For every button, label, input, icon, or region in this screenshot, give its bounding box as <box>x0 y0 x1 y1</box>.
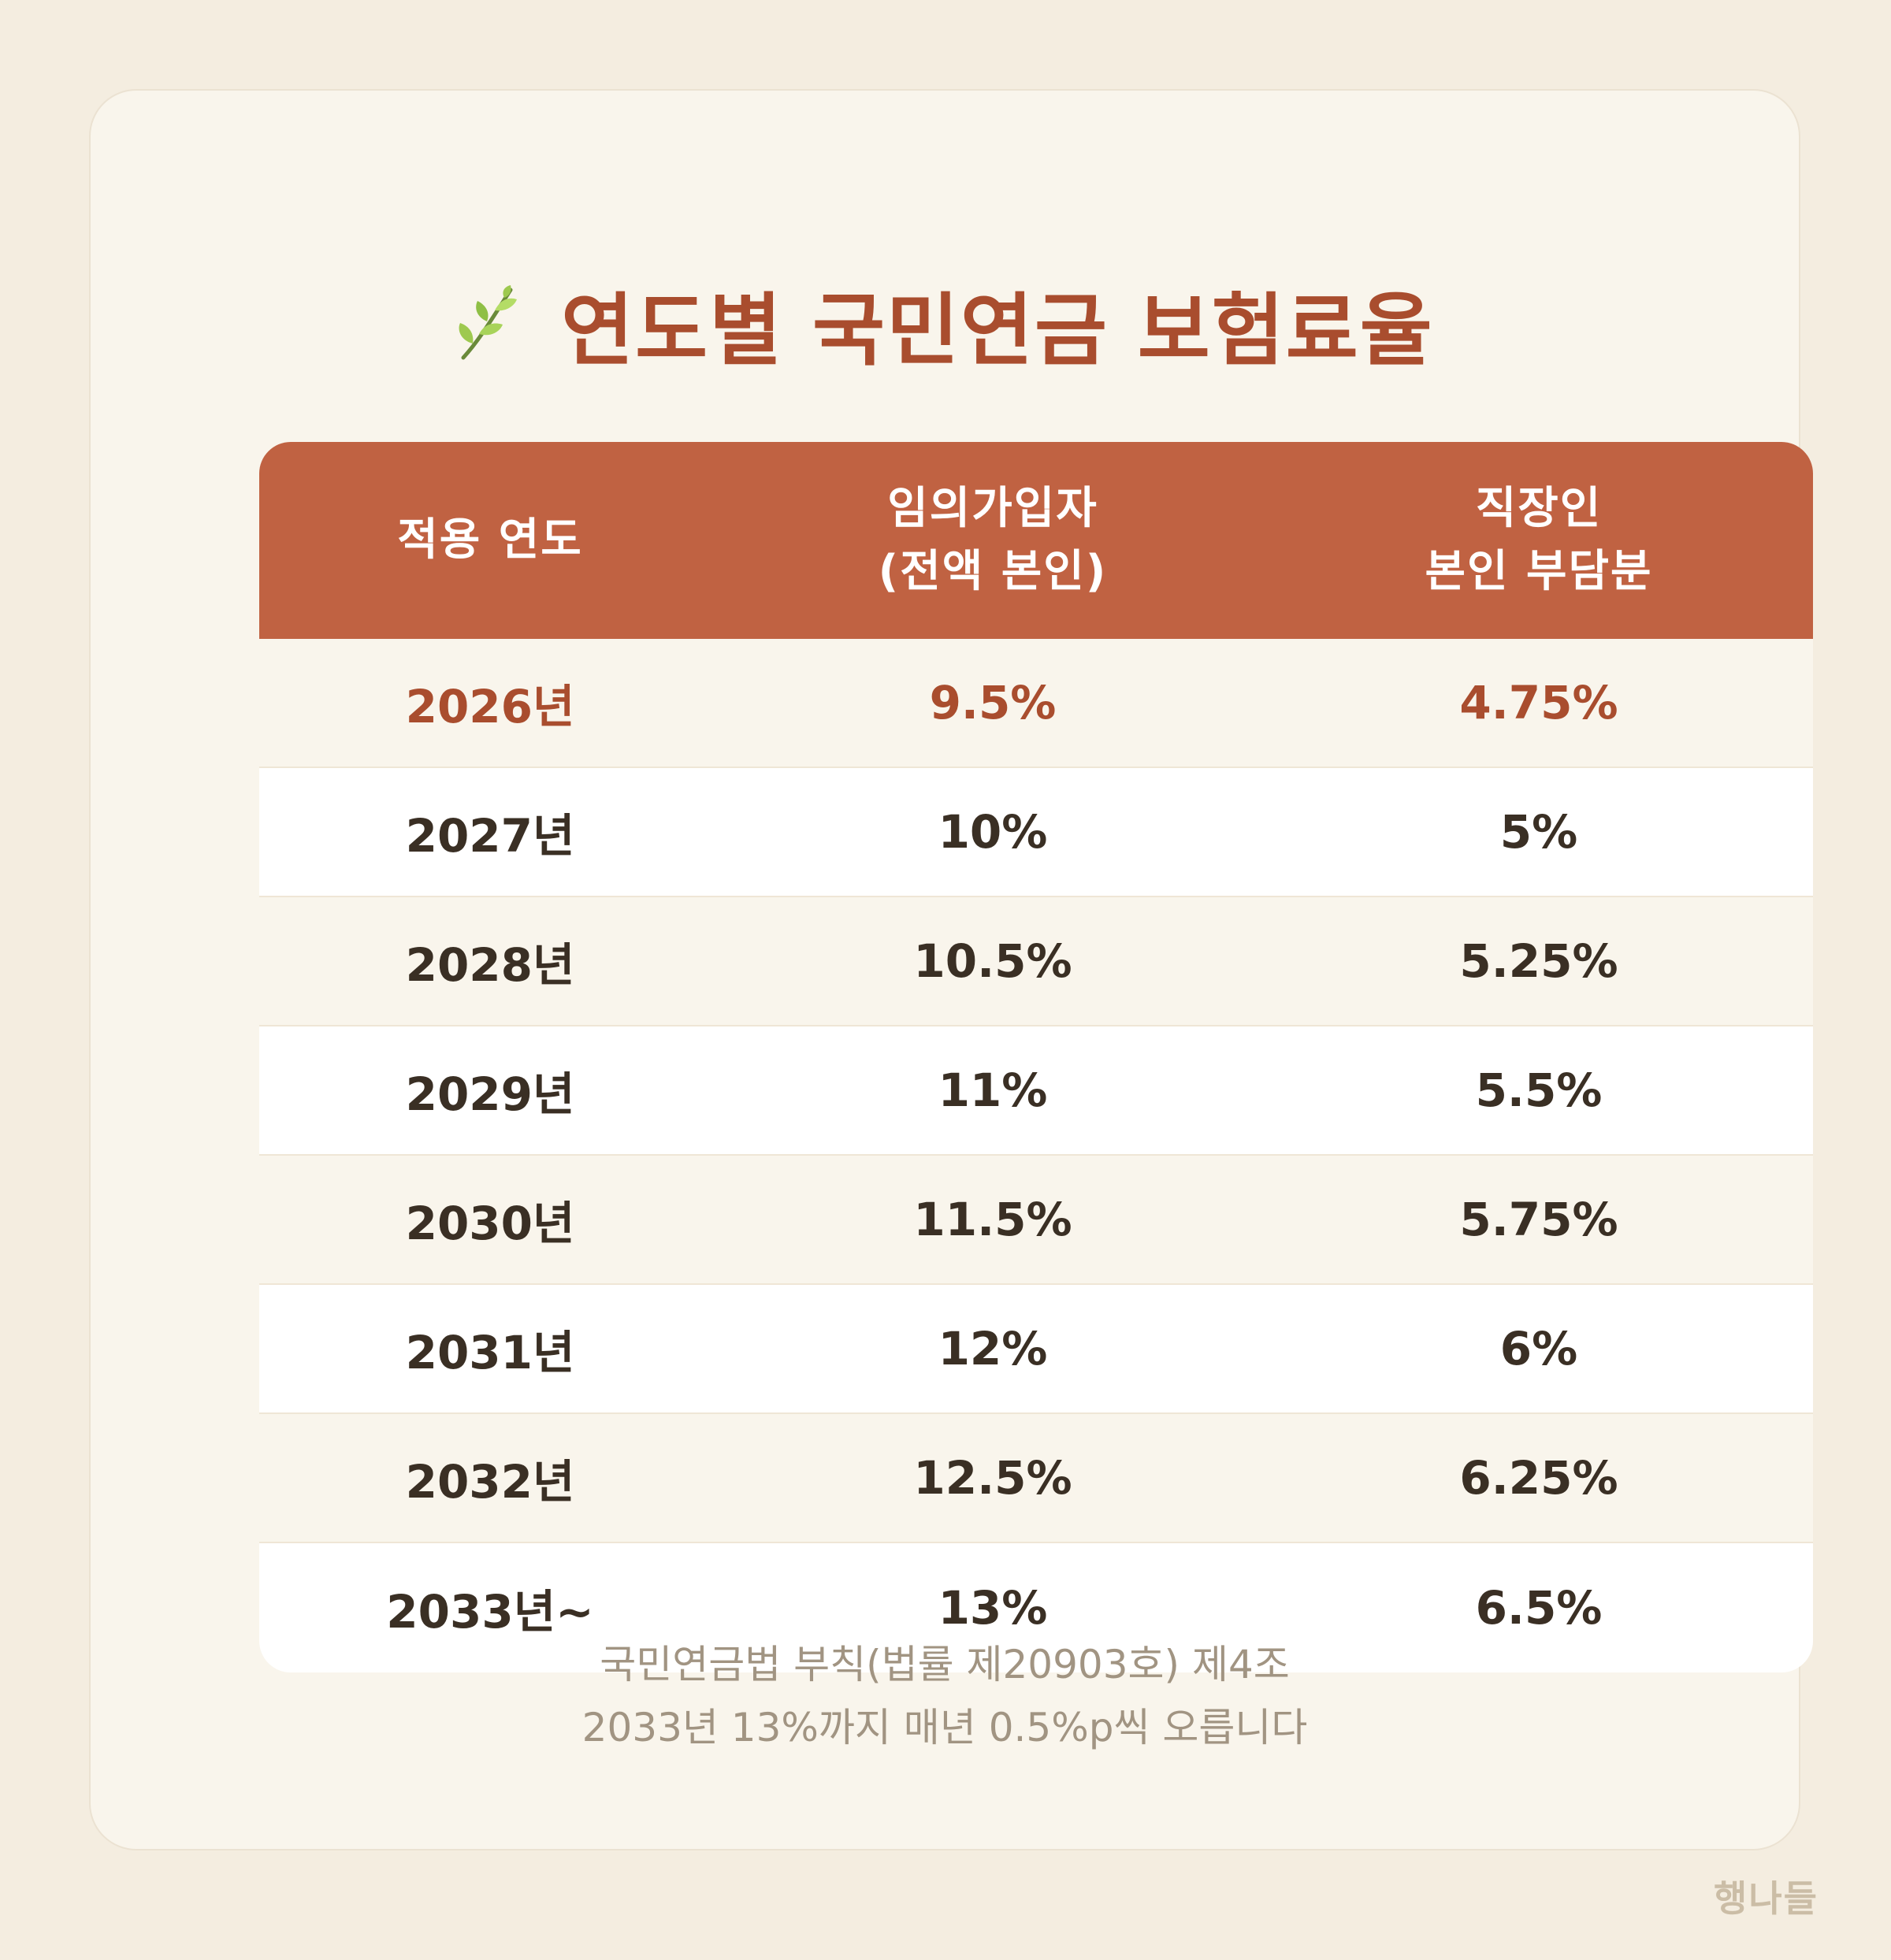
year-cell: 2033년~ <box>386 1585 594 1639</box>
infographic-card: 연도별 국민연금 보험료율 적용 연도 임의가입자 (전액 본인) 직장인 본인… <box>89 89 1813 1850</box>
table-row: 2029년 11% 5.5% <box>259 1026 1813 1156</box>
voluntary-rate-cell: 10.5% <box>913 934 1072 988</box>
employee-rate-cell: 5.75% <box>1459 1193 1618 1246</box>
header-voluntary-line1: 임의가입자 <box>887 483 1098 534</box>
header-employee-line2: 본인 부담분 <box>1425 546 1653 597</box>
year-cell: 2031년 <box>405 1326 575 1379</box>
voluntary-rate-cell: 9.5% <box>929 676 1057 729</box>
year-cell: 2029년 <box>405 1067 575 1121</box>
header-employee: 직장인 본인 부담분 <box>1265 442 1813 639</box>
brand-watermark: 행나들 <box>1714 1877 1819 1920</box>
header-voluntary-line2: (전액 본인) <box>878 546 1108 597</box>
title-row: 연도별 국민연금 보험료율 <box>91 268 1799 378</box>
employee-rate-cell: 4.75% <box>1459 676 1618 729</box>
footnote-line1: 국민연금법 부칙(법률 제20903호) 제4조 <box>600 1642 1290 1687</box>
year-cell: 2030년 <box>405 1197 575 1250</box>
table-row: 2028년 10.5% 5.25% <box>259 897 1813 1026</box>
table-row: 2032년 12.5% 6.25% <box>259 1414 1813 1543</box>
table-row: 2031년 12% 6% <box>259 1285 1813 1414</box>
table-row: 2027년 10% 5% <box>259 768 1813 897</box>
year-cell: 2027년 <box>405 809 575 863</box>
table-header: 적용 연도 임의가입자 (전액 본인) 직장인 본인 부담분 <box>259 442 1813 639</box>
voluntary-rate-cell: 12.5% <box>913 1451 1072 1505</box>
table-row: 2026년 9.5% 4.75% <box>259 639 1813 768</box>
table-row: 2033년~ 13% 6.5% <box>259 1543 1813 1672</box>
voluntary-rate-cell: 11.5% <box>913 1193 1072 1246</box>
sprout-icon <box>459 285 518 360</box>
page-title: 연도별 국민연금 보험료율 <box>561 284 1434 377</box>
footnote: 국민연금법 부칙(법률 제20903호) 제4조 2033년 13%까지 매년 … <box>91 1633 1799 1759</box>
table-row: 2030년 11.5% 5.75% <box>259 1156 1813 1285</box>
header-voluntary: 임의가입자 (전액 본인) <box>721 442 1265 639</box>
voluntary-rate-cell: 10% <box>938 805 1048 859</box>
header-year-label: 적용 연도 <box>397 514 583 566</box>
employee-rate-cell: 5.25% <box>1459 934 1618 988</box>
employee-rate-cell: 5.5% <box>1475 1064 1603 1117</box>
header-year: 적용 연도 <box>259 442 721 639</box>
year-cell: 2026년 <box>405 680 575 733</box>
rate-table: 적용 연도 임의가입자 (전액 본인) 직장인 본인 부담분 2026년 9.5… <box>259 442 1813 1672</box>
header-employee-line1: 직장인 <box>1475 483 1603 534</box>
voluntary-rate-cell: 11% <box>938 1064 1048 1117</box>
employee-rate-cell: 6.5% <box>1475 1581 1603 1635</box>
employee-rate-cell: 5% <box>1499 805 1578 859</box>
year-cell: 2028년 <box>405 938 575 992</box>
employee-rate-cell: 6.25% <box>1459 1451 1618 1505</box>
employee-rate-cell: 6% <box>1499 1322 1578 1375</box>
footnote-line2: 2033년 13%까지 매년 0.5%p씩 오릅니다 <box>581 1705 1308 1750</box>
voluntary-rate-cell: 13% <box>938 1581 1048 1635</box>
voluntary-rate-cell: 12% <box>938 1322 1048 1375</box>
year-cell: 2032년 <box>405 1455 575 1509</box>
